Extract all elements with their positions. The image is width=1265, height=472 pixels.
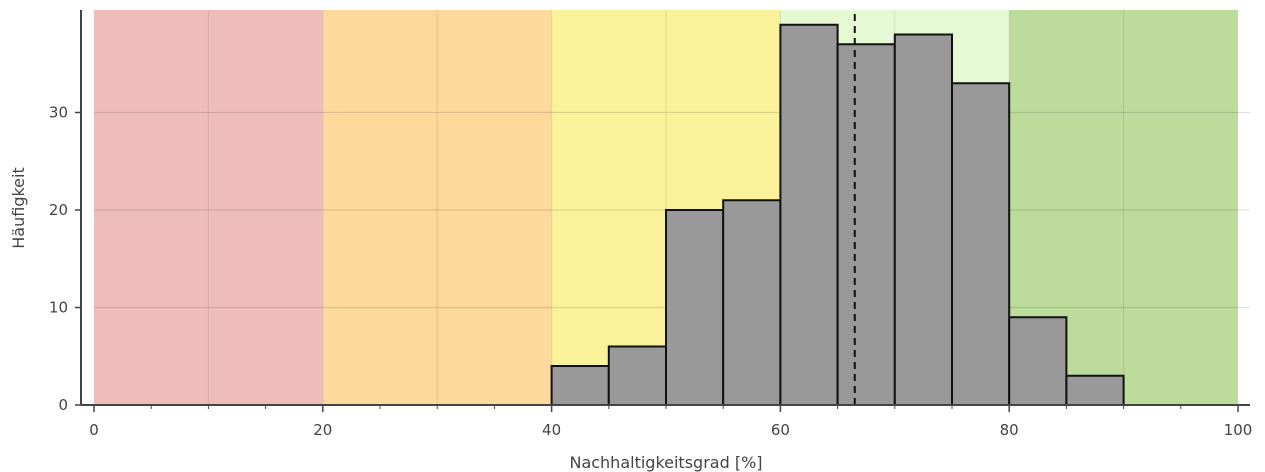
x-tick-label: 20 [313, 421, 332, 439]
histogram-bar [550, 365, 610, 406]
x-tick-label: 100 [1224, 421, 1253, 439]
y-tick-label: 0 [58, 396, 68, 414]
x-tick-label: 0 [89, 421, 99, 439]
histogram-bar [722, 199, 782, 406]
y-tick-label: 20 [49, 201, 68, 219]
histogram-bar [665, 209, 725, 406]
y-tick-label: 30 [49, 104, 68, 122]
axes [75, 10, 1250, 412]
x-tick-labels: 0 20 40 60 80 100 [89, 421, 1252, 439]
histogram-bar [607, 345, 667, 406]
histogram-bar [779, 23, 839, 406]
background-zone-1 [322, 10, 552, 405]
histogram-bar [1065, 374, 1125, 406]
y-tick-labels: 0 10 20 30 [49, 104, 68, 415]
y-axis-title: Häufigkeit [9, 167, 28, 248]
histogram-bar [893, 33, 953, 406]
x-tick-label: 40 [542, 421, 561, 439]
histogram-bar [951, 82, 1011, 406]
x-axis-title: Nachhaltigkeitsgrad [%] [569, 453, 762, 472]
x-tick-label: 80 [1000, 421, 1019, 439]
background-zone-0 [94, 10, 323, 405]
histogram-bar [836, 43, 896, 406]
y-tick-label: 10 [49, 299, 68, 317]
x-tick-label: 60 [771, 421, 790, 439]
histogram-bar [1008, 316, 1068, 406]
histogram-bars [550, 23, 1125, 406]
